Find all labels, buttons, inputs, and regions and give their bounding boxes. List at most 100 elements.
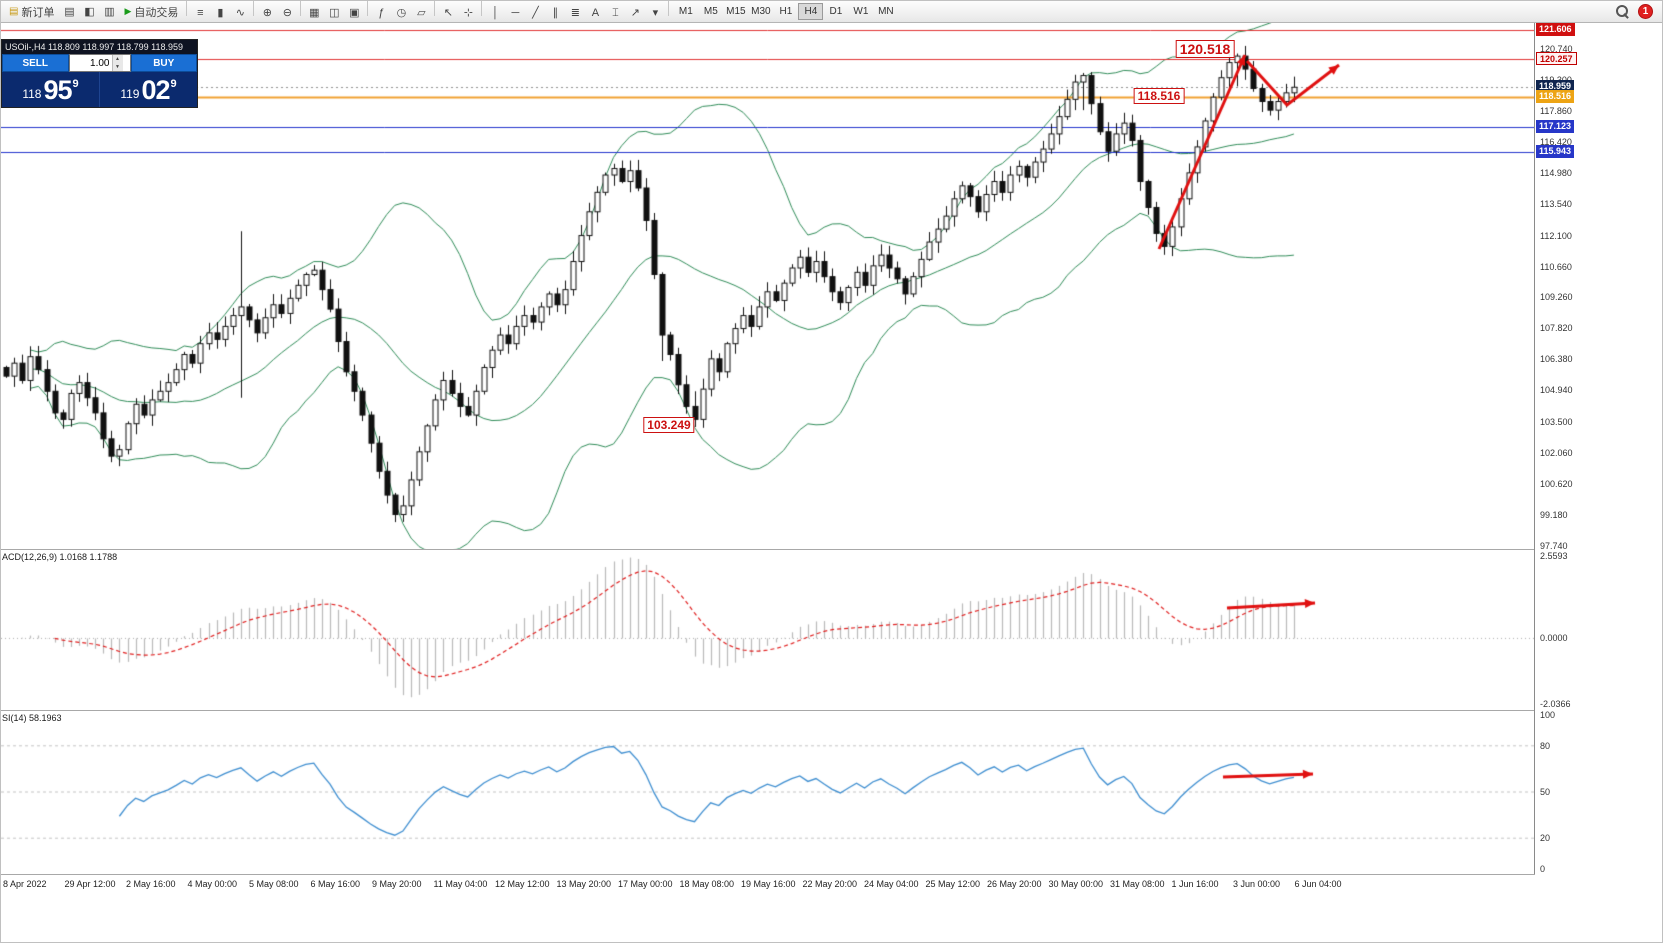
time-axis-label: 4 May 00:00 [187,879,238,889]
price-scale: 120.740 119.300 117.860 116.420 114.980 113.5… [1535,23,1662,894]
bid-price[interactable]: 118 95 9 [2,72,100,107]
time-axis-label: 25 May 12:00 [925,879,981,889]
price-scale-label: 112.100 [1540,230,1572,241]
tools-dropdown-icon[interactable]: ▾ [645,3,665,22]
time-axis-label: 29 Apr 12:00 [64,879,116,889]
toolbar-separator [434,1,436,16]
price-tag: 115.943 [1536,145,1575,159]
price-scale-label: 114.980 [1540,168,1572,179]
rsi-label: SI(14) 58.1963 [2,713,62,723]
lot-increment-button[interactable]: ▲ [112,55,123,63]
rsi-scale-label: 20 [1540,833,1551,844]
macd-canvas[interactable] [1,550,1534,710]
fibonacci-icon[interactable]: ≣ [565,3,585,22]
crosshair-icon[interactable]: ⊹ [458,3,478,22]
terminal-icon[interactable]: ▥ [99,2,119,21]
toolbar-separator [186,1,188,16]
panel-separator[interactable] [1,549,1535,550]
time-axis-label: 19 May 16:00 [741,879,796,889]
autotrading-button[interactable]: ▶ 自动交易 [120,2,182,21]
price-annotation[interactable]: 120.518 [1175,40,1235,58]
chart-profiles-icon[interactable]: ◫ [324,3,344,22]
macd-label: ACD(12,26,9) 1.0168 1.1788 [2,552,118,562]
price-annotation[interactable]: 118.516 [1133,88,1185,104]
rsi-scale-label: 0 [1540,864,1546,874]
search-icon[interactable] [1616,5,1629,18]
tile-windows-icon[interactable]: ▣ [344,3,364,22]
price-scale-label: 109.260 [1540,291,1573,302]
cursor-icon[interactable]: ↖ [438,3,458,22]
ask-point: 9 [170,77,177,90]
rsi-scale-label: 80 [1540,740,1551,751]
toolbar-separator [300,1,302,16]
new-chart-icon[interactable]: ▦ [304,3,324,22]
zoom-out-icon[interactable]: ⊖ [277,3,297,22]
quotes-icon[interactable]: ▤ [59,2,79,21]
time-axis-label: 22 May 20:00 [802,879,858,889]
vertical-line-icon[interactable]: │ [485,3,505,22]
bars-chart-icon[interactable]: ≡ [190,3,210,22]
lot-size-box: ▲ ▼ [68,54,131,72]
time-axis-label: 31 May 08:00 [1110,879,1165,889]
rsi-canvas[interactable] [1,711,1534,873]
trendline-icon[interactable]: ╱ [525,3,545,22]
price-scale-label: 116.420 [1540,137,1572,148]
timeframe-m1[interactable]: M1 [673,3,698,20]
price-scale-label: 113.540 [1540,199,1572,210]
navigator-icon[interactable]: ◧ [79,2,99,21]
line-chart-icon[interactable]: ∿ [230,3,250,22]
new-order-button[interactable]: ▤ 新订单 [5,2,58,21]
symbol-ohlc-line: USOil-,H4 118.809 118.997 118.799 118.95… [2,40,197,54]
indicators-icon[interactable]: ƒ [371,3,391,22]
time-axis: 8 Apr 2022 29 Apr 12:00 2 May 16:00 4 May 0… [1,875,1535,893]
timeframe-m5[interactable]: M5 [698,3,723,20]
toolbar-separator [253,1,255,16]
price-annotation[interactable]: 103.249 [643,417,695,433]
time-axis-label: 26 May 20:00 [987,879,1042,889]
time-axis-label: 6 Jun 04:00 [1294,879,1342,889]
price-scale-label: 104.940 [1540,385,1573,396]
price-tag: 121.606 [1536,23,1575,36]
zoom-in-icon[interactable]: ⊕ [257,3,277,22]
ask-price[interactable]: 119 02 9 [100,72,197,107]
timeframe-mn[interactable]: MN [873,3,898,20]
price-tag: 118.516 [1536,89,1575,103]
lot-size-input[interactable] [69,55,112,71]
time-axis-label: 18 May 08:00 [679,879,735,889]
ask-pips: 02 [141,74,170,105]
play-icon: ▶ [124,6,132,16]
price-scale-border [1534,23,1535,874]
candlestick-chart-icon[interactable]: ▮ [210,3,230,22]
macd-scale-label: 2.5593 [1540,551,1568,561]
timeframe-d1[interactable]: D1 [823,3,848,20]
main-chart-canvas[interactable] [1,23,1534,550]
timeframe-m30[interactable]: M30 [748,3,773,20]
arrows-tool-icon[interactable]: ↗ [625,3,645,22]
timeframe-h4[interactable]: H4 [798,3,824,20]
buy-button[interactable]: BUY [130,54,197,72]
annotation-layer: 120.518 118.516 103.249 [1,23,1534,550]
time-axis-label: 17 May 00:00 [618,879,673,889]
toolbar-icon-group-left: ▤ ◧ ▥ [59,2,119,21]
price-tag: 120.257 [1536,52,1577,66]
text-label-icon[interactable]: ⌶ [605,4,625,23]
timeframe-m15[interactable]: M15 [723,3,748,20]
time-axis-label: 11 May 04:00 [433,879,488,889]
macd-scale-label: -2.0366 [1540,699,1571,709]
toolbar-icon-group-main: ≡ ▮ ∿ ⊕ ⊖ ▦ ◫ ▣ ƒ ◷ ▱ ↖ ⊹ │ ─ ╱ ∥ ≣ A ⌶ ↗ ▾ [183,1,672,23]
channel-icon[interactable]: ∥ [545,3,565,22]
lot-decrement-button[interactable]: ▼ [112,63,123,71]
timeframe-w1[interactable]: W1 [848,3,873,20]
horizontal-line-icon[interactable]: ─ [505,3,525,22]
time-axis-label: 24 May 04:00 [864,879,919,889]
periods-icon[interactable]: ◷ [391,3,411,22]
time-axis-label: 8 Apr 2022 [3,879,47,889]
templates-icon[interactable]: ▱ [411,3,431,22]
toolbar-right: 1 [1616,4,1658,19]
sell-button[interactable]: SELL [2,54,69,72]
notification-badge[interactable]: 1 [1638,4,1653,19]
panel-separator[interactable] [1,710,1535,711]
text-icon[interactable]: A [585,3,605,22]
timeframe-h1[interactable]: H1 [773,3,798,20]
